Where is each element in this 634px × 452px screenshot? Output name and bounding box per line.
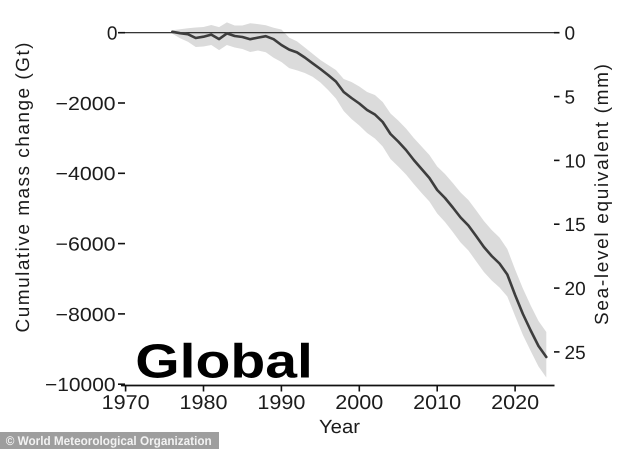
svg-text:0: 0	[565, 24, 576, 45]
svg-text:−4000: −4000	[56, 164, 116, 185]
svg-text:0: 0	[107, 24, 118, 45]
svg-text:Sea-level equivalent (mm): Sea-level equivalent (mm)	[592, 64, 613, 325]
svg-text:© World Meteorological Organiz: © World Meteorological Organization	[6, 434, 212, 448]
svg-text:2000: 2000	[335, 392, 383, 414]
svg-text:1980: 1980	[180, 392, 228, 414]
svg-text:10: 10	[565, 151, 586, 172]
svg-text:2010: 2010	[413, 392, 461, 414]
svg-text:1970: 1970	[102, 392, 150, 414]
svg-text:Global: Global	[135, 335, 313, 388]
svg-text:−10000: −10000	[45, 375, 116, 396]
svg-text:5: 5	[565, 88, 576, 109]
svg-text:−2000: −2000	[56, 94, 116, 115]
svg-text:1990: 1990	[257, 392, 305, 414]
svg-text:−8000: −8000	[56, 305, 116, 326]
svg-text:25: 25	[565, 343, 586, 364]
svg-text:Year: Year	[319, 417, 361, 438]
svg-text:20: 20	[565, 279, 586, 300]
svg-text:15: 15	[565, 215, 586, 236]
svg-text:2020: 2020	[491, 392, 539, 414]
svg-text:−6000: −6000	[56, 235, 116, 256]
